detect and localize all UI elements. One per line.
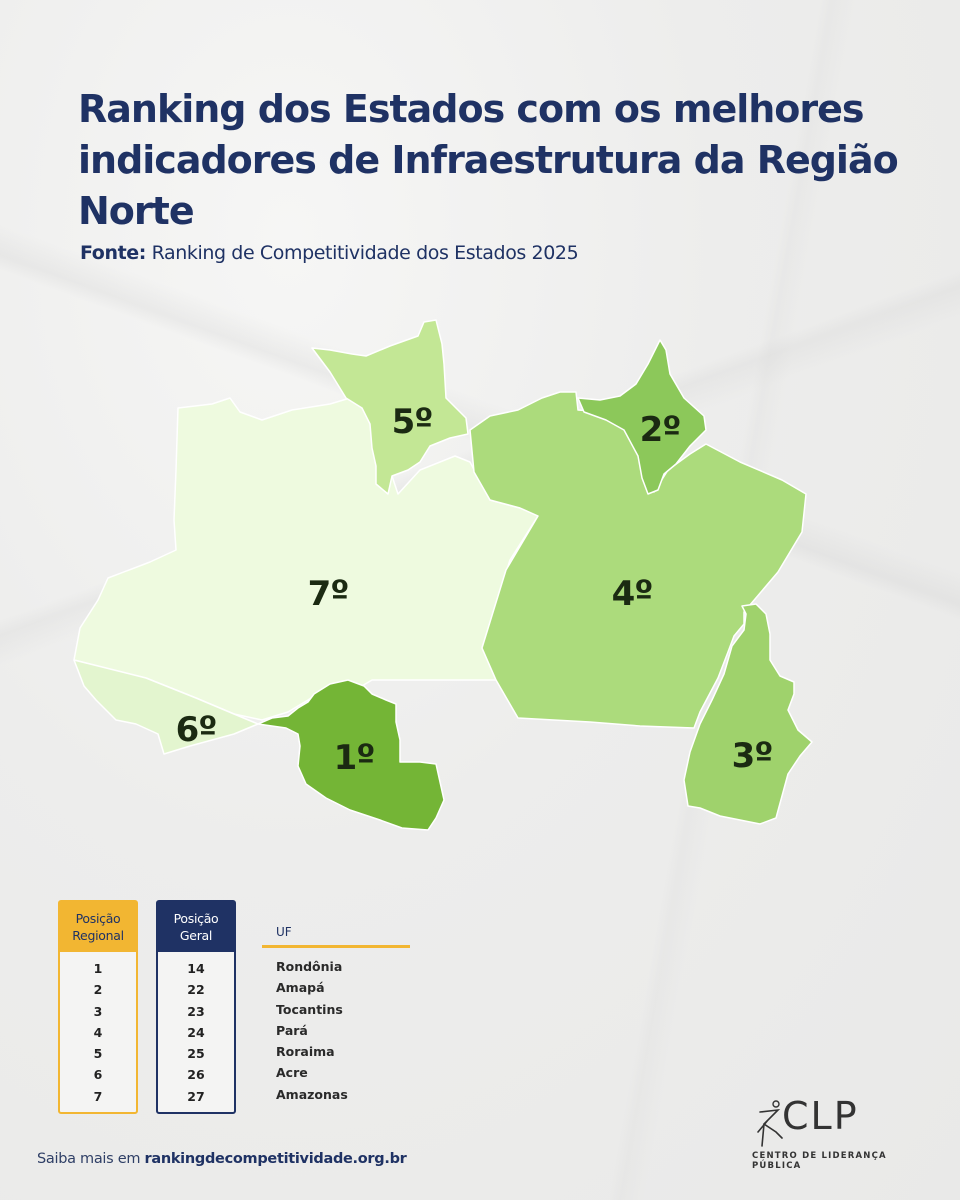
state-roraima[interactable] [311,319,469,495]
page-title: Ranking dos Estados com os melhores indi… [78,87,899,233]
regional-cell: 7 [93,1088,103,1104]
state-amapa[interactable] [577,339,707,495]
overall-cell: 24 [187,1024,205,1040]
overall-position-header: Posição Geral [158,902,234,952]
state-acre[interactable] [73,659,259,755]
source-label: Fonte: [80,242,146,264]
rank-label-rondonia: 1º [333,738,376,778]
regional-cell: 4 [93,1024,103,1040]
uf-cell: Roraima [276,1044,335,1060]
uf-cell: Acre [276,1065,308,1081]
overall-cell: 14 [187,961,205,976]
uf-cell: Rondônia [276,959,343,974]
north-region-map: 1º 2º 3º 4º 5º 6º 7º [0,300,960,860]
source-line: Fonte: Ranking de Competitividade dos Es… [80,242,579,264]
footer-prefix: Saiba mais em [37,1151,145,1167]
overall-cell: 26 [187,1067,205,1083]
rank-label-para: 4º [611,574,654,614]
clp-logo: CLP CENTRO DE LIDERANÇA PÚBLICA [752,1094,922,1171]
overall-cell: 27 [187,1088,205,1104]
regional-cell: 6 [93,1067,103,1083]
rank-label-tocantins: 3º [731,736,774,776]
logo-wordmark: CLP [782,1094,859,1138]
regional-cell: 5 [93,1046,103,1062]
overall-cell: 25 [187,1046,205,1062]
map-svg [73,319,813,831]
rank-label-roraima: 5º [391,402,434,442]
regional-cell: 3 [93,1003,103,1019]
overall-cell: 23 [187,1003,205,1019]
runner-figure-icon [757,1100,783,1147]
rank-label-amapa: 2º [639,410,682,450]
regional-position-column: Posição Regional 1 2 3 4 5 6 7 [58,900,138,1114]
regional-cell: 2 [93,982,103,998]
logo-tagline: CENTRO DE LIDERANÇA PÚBLICA [752,1151,887,1171]
rank-label-amazonas: 7º [307,574,350,614]
state-amazonas[interactable] [73,397,539,721]
uf-cell: Pará [276,1022,308,1038]
state-rondonia[interactable] [257,679,445,831]
footer-link[interactable]: rankingdecompetitividade.org.br [144,1151,407,1167]
rank-label-acre: 6º [175,710,218,750]
regional-cell: 1 [93,961,103,976]
uf-header: UF [262,922,410,948]
overall-position-column: Posição Geral 14 22 23 24 25 26 27 [156,900,236,1114]
uf-column: Rondônia Amapá Tocantins Pará Roraima Ac… [276,956,348,1105]
uf-cell: Amazonas [276,1086,348,1102]
regional-position-header: Posição Regional [60,902,136,952]
uf-cell: Tocantins [276,1001,343,1017]
source-text: Ranking de Competitividade dos Estados 2… [145,242,579,264]
overall-cell: 22 [187,982,205,998]
state-para[interactable] [469,391,807,729]
footer-note: Saiba mais em rankingdecompetitividade.o… [37,1151,407,1167]
uf-cell: Amapá [276,980,325,996]
state-tocantins[interactable] [683,603,813,825]
